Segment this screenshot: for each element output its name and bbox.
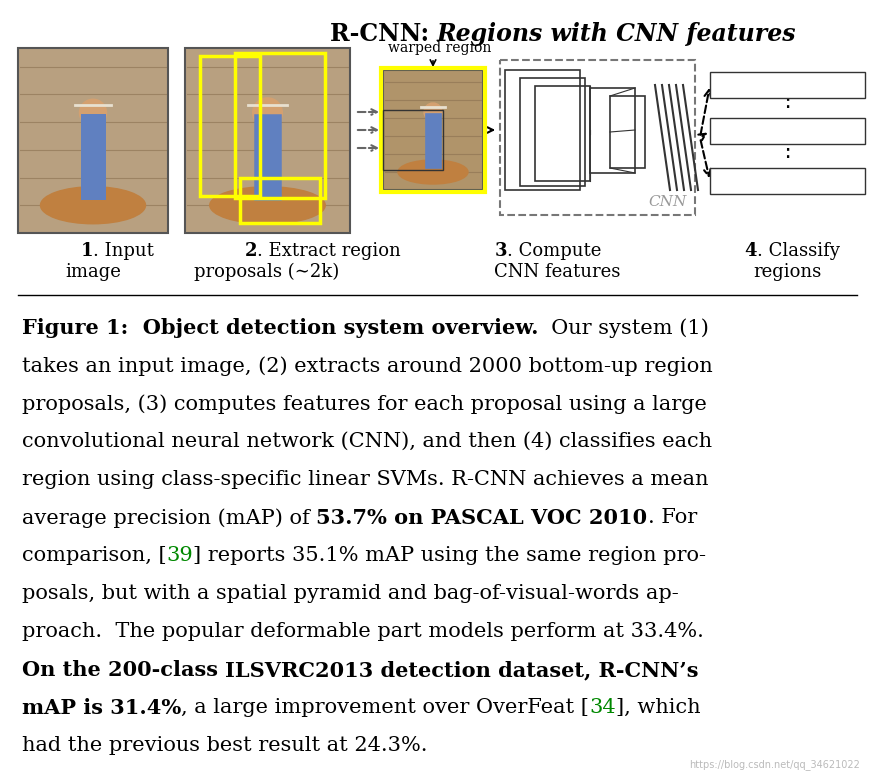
Text: proposals, (3) computes features for each proposal using a large: proposals, (3) computes features for eac…: [22, 394, 707, 414]
Text: ⋮: ⋮: [776, 90, 798, 110]
Text: 4: 4: [745, 242, 757, 260]
Ellipse shape: [40, 187, 145, 224]
Text: ILSVRC2013 detection dataset, R-CNN’s: ILSVRC2013 detection dataset, R-CNN’s: [225, 660, 699, 680]
Text: https://blog.csdn.net/qq_34621022: https://blog.csdn.net/qq_34621022: [690, 759, 860, 770]
Text: . Compute: . Compute: [507, 242, 601, 260]
Text: tvmonitor? no.: tvmonitor? no.: [737, 174, 838, 188]
Text: mAP is 31.4%: mAP is 31.4%: [22, 698, 181, 718]
Bar: [185, 48, 350, 233]
Text: average precision (mAP) of: average precision (mAP) of: [22, 508, 317, 528]
Bar: [610, 96, 645, 168]
Text: On the 200-class: On the 200-class: [22, 660, 225, 680]
Text: person? yes.: person? yes.: [744, 124, 831, 138]
Text: . For: . For: [648, 508, 696, 527]
Bar: [710, 168, 865, 194]
Text: 53.7% on PASCAL VOC 2010: 53.7% on PASCAL VOC 2010: [317, 508, 648, 528]
Text: Figure 1:  Object detection system overview.: Figure 1: Object detection system overvi…: [22, 318, 538, 338]
Text: image: image: [65, 263, 121, 281]
Text: CNN features: CNN features: [493, 263, 620, 281]
Text: proposals (∼2k): proposals (∼2k): [194, 263, 340, 282]
Text: ], which: ], which: [616, 698, 700, 717]
Bar: [235, 53, 325, 198]
Bar: [710, 72, 865, 98]
Bar: [500, 60, 695, 215]
Text: posals, but with a spatial pyramid and bag-of-visual-words ap-: posals, but with a spatial pyramid and b…: [22, 584, 679, 603]
Text: Our system (1): Our system (1): [538, 318, 710, 338]
Text: takes an input image, (2) extracts around 2000 bottom-up region: takes an input image, (2) extracts aroun…: [22, 356, 713, 375]
Text: ⋮: ⋮: [776, 140, 798, 160]
Bar: [520, 78, 585, 186]
Circle shape: [253, 98, 283, 127]
Bar: [383, 70, 483, 190]
Text: 3: 3: [494, 242, 507, 260]
Text: comparison, [: comparison, [: [22, 546, 166, 565]
Text: had the previous best result at 24.3%.: had the previous best result at 24.3%.: [22, 736, 428, 755]
Text: convolutional neural network (CNN), and then (4) classifies each: convolutional neural network (CNN), and …: [22, 432, 712, 451]
Text: region using class-specific linear SVMs. R-CNN achieves a mean: region using class-specific linear SVMs.…: [22, 470, 709, 489]
Text: Regions with CNN features: Regions with CNN features: [437, 22, 796, 46]
Ellipse shape: [398, 160, 468, 184]
Text: 34: 34: [589, 698, 616, 717]
Bar: [383, 110, 443, 170]
Text: proach.  The popular deformable part models perform at 33.4%.: proach. The popular deformable part mode…: [22, 622, 704, 641]
Text: . Input: . Input: [93, 242, 154, 260]
Text: R-CNN:: R-CNN:: [330, 22, 437, 46]
Text: , a large improvement over OverFeat [: , a large improvement over OverFeat [: [181, 698, 589, 717]
Bar: [18, 48, 168, 233]
Bar: [535, 86, 590, 181]
Text: regions: regions: [752, 263, 821, 281]
Bar: [381, 68, 485, 192]
Text: . Classify: . Classify: [757, 242, 840, 260]
Bar: [505, 70, 580, 190]
Bar: [710, 118, 865, 144]
Bar: [590, 88, 635, 173]
Text: aeroplane? no.: aeroplane? no.: [736, 78, 839, 92]
Bar: [200, 56, 260, 196]
Text: 39: 39: [166, 546, 193, 565]
Text: 2: 2: [244, 242, 257, 260]
Text: . Extract region: . Extract region: [257, 242, 401, 260]
Bar: [240, 178, 320, 223]
Text: ] reports 35.1% mAP using the same region pro-: ] reports 35.1% mAP using the same regio…: [193, 546, 706, 565]
Text: CNN: CNN: [648, 195, 687, 209]
Text: warped region: warped region: [388, 41, 492, 55]
Ellipse shape: [210, 187, 326, 224]
Circle shape: [424, 103, 442, 121]
Circle shape: [80, 99, 107, 126]
Text: 1: 1: [80, 242, 93, 260]
